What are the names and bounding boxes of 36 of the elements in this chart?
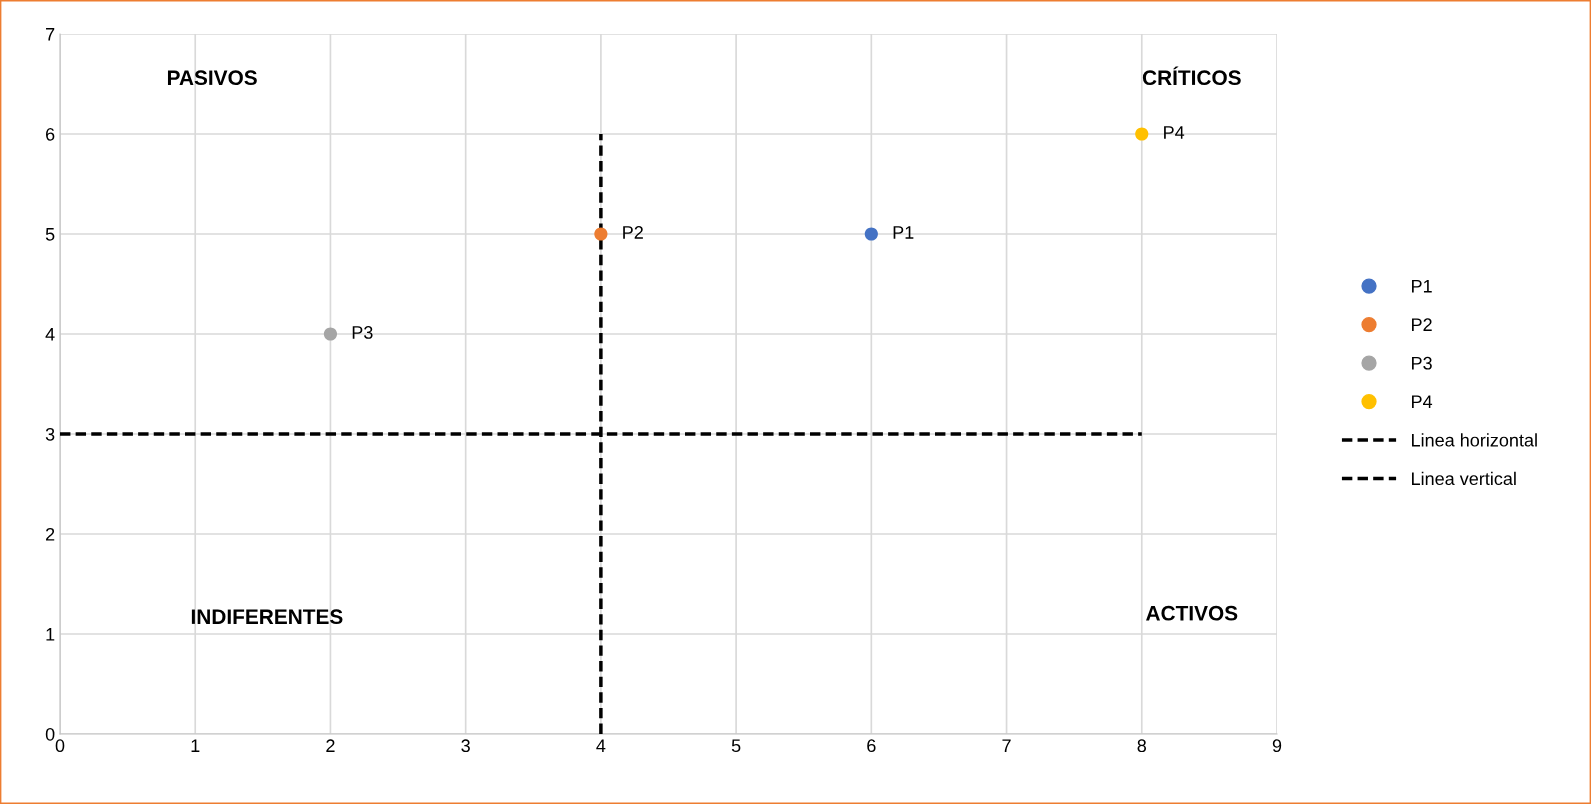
point bbox=[594, 227, 608, 241]
y-tick-label: 5 bbox=[45, 228, 55, 241]
point bbox=[323, 327, 338, 341]
legend-label: Linea horizontal bbox=[1412, 433, 1537, 447]
legend-label: P4 bbox=[1412, 395, 1433, 408]
text: P3 bbox=[352, 326, 373, 339]
y-tick-label: 1 bbox=[46, 628, 55, 641]
x-tick-label: 8 bbox=[1137, 739, 1147, 753]
y-tick-label: 4 bbox=[45, 328, 55, 341]
legend-label: P3 bbox=[1412, 356, 1432, 370]
annotation: ACTIVOS bbox=[1146, 605, 1238, 621]
point bbox=[864, 227, 878, 241]
y-tick-label: 7 bbox=[46, 28, 55, 41]
y-tick-label: 0 bbox=[45, 727, 55, 741]
x-tick-label: 5 bbox=[731, 739, 741, 753]
legend-label: P2 bbox=[1412, 318, 1432, 331]
x-tick-label: 4 bbox=[596, 739, 606, 752]
x-tick-label: 6 bbox=[867, 739, 876, 753]
annotation: PASIVOS bbox=[167, 70, 257, 86]
y-tick-label: 6 bbox=[46, 127, 55, 141]
x-tick-label: 9 bbox=[1272, 739, 1282, 753]
point bbox=[1135, 127, 1149, 141]
legend-label: P1 bbox=[1412, 280, 1432, 293]
x-tick-label: 0 bbox=[55, 739, 65, 753]
x-tick-label: 2 bbox=[326, 739, 335, 752]
text: P2 bbox=[623, 226, 643, 239]
y-tick-label: 3 bbox=[45, 427, 55, 441]
x-tick-label: 1 bbox=[191, 739, 200, 752]
y-tick-label: 2 bbox=[46, 527, 55, 541]
annotation: INDIFERENTES bbox=[191, 609, 343, 625]
annotation: CRÍTICOS bbox=[1142, 66, 1241, 86]
x-tick-label: 3 bbox=[461, 739, 470, 753]
legend-label: Linea vertical bbox=[1412, 471, 1516, 486]
text: P4 bbox=[1164, 126, 1185, 139]
text: P1 bbox=[893, 226, 914, 239]
x-tick-label: 7 bbox=[1002, 739, 1011, 752]
